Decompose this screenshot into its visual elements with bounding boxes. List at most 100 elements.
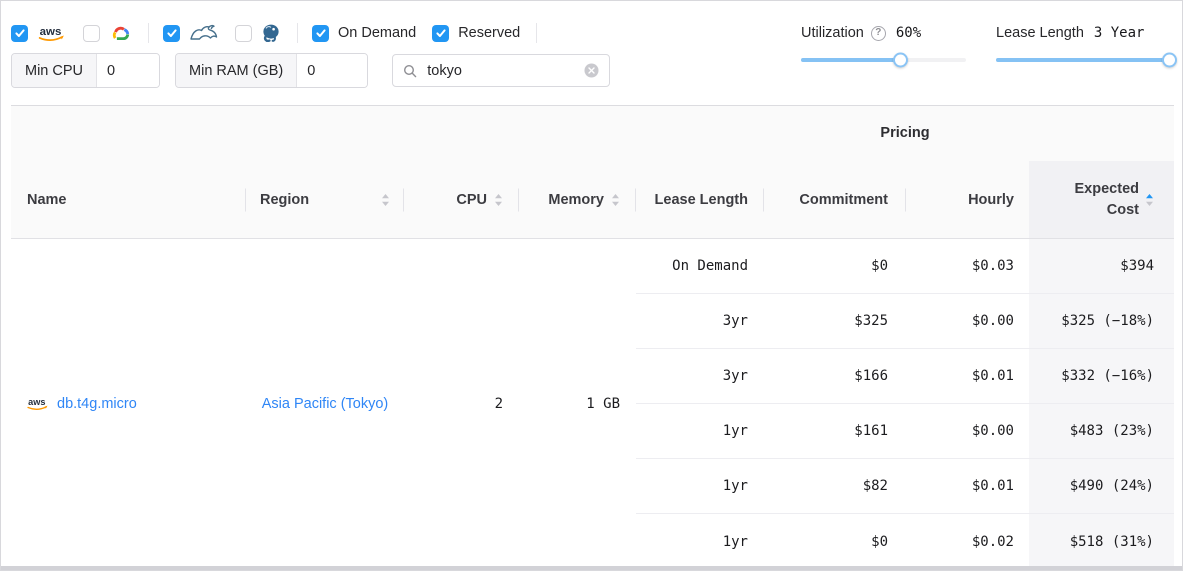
column-header-row: Name Region CPU Memory	[11, 161, 1174, 238]
filter-checkbox-row: aws	[11, 23, 551, 43]
pricing-row: 1yr $161 $0.00 $483 (23%)	[636, 404, 1174, 459]
expected-cost-value: $483 (23%)	[1029, 404, 1174, 458]
pricing-row: 1yr $0 $0.02 $518 (31%)	[636, 514, 1174, 569]
aws-checkbox[interactable]	[11, 24, 28, 42]
filter-reserved[interactable]: Reserved	[432, 24, 521, 42]
instance-name-cell: aws db.t4g.micro	[11, 396, 246, 412]
min-cpu-input[interactable]	[97, 54, 160, 87]
lease-length-value: On Demand	[672, 258, 748, 274]
aws-logo-icon: aws	[37, 24, 67, 43]
utilization-slider[interactable]	[801, 52, 966, 68]
pricing-row: 1yr $82 $0.01 $490 (24%)	[636, 459, 1174, 514]
reserved-checkbox[interactable]	[432, 24, 450, 42]
commitment-value: $82	[862, 478, 888, 494]
hourly-value: $0.01	[971, 478, 1014, 494]
checkmark-icon	[436, 29, 446, 37]
gcp-logo-icon	[109, 24, 132, 43]
column-header-expected-cost[interactable]: Expected Cost	[1029, 161, 1174, 238]
min-cpu-label: Min CPU	[12, 54, 98, 87]
sort-icon[interactable]	[494, 193, 503, 207]
on-demand-checkbox[interactable]	[312, 24, 329, 42]
filter-on-demand[interactable]: On Demand	[312, 24, 417, 42]
column-header-hourly: Hourly	[968, 191, 1014, 208]
table-body: aws db.t4g.micro Asia Pacific (Tokyo) 2 …	[11, 239, 1174, 569]
instances-table: Pricing Name Region CPU	[11, 105, 1174, 569]
expected-cost-value: $332 (−16%)	[1029, 349, 1174, 403]
filter-divider	[297, 23, 298, 43]
slider-fill	[996, 52, 1177, 68]
column-header-lease-length: Lease Length	[636, 161, 764, 238]
pricing-group-header: Pricing	[880, 125, 930, 141]
postgresql-elephant-icon	[261, 23, 281, 43]
slider-thumb[interactable]	[893, 52, 908, 68]
bottom-scrollbar[interactable]	[1, 566, 1182, 570]
column-header-cpu[interactable]: CPU	[404, 161, 519, 238]
instance-region-link[interactable]: Asia Pacific (Tokyo)	[261, 396, 389, 412]
instance-region-cell: Asia Pacific (Tokyo)	[246, 395, 404, 413]
checkmark-icon	[166, 29, 177, 37]
mysql-checkbox[interactable]	[163, 24, 180, 42]
column-header-region[interactable]: Region	[246, 161, 404, 238]
expected-cost-value: $325 (−18%)	[1029, 294, 1174, 348]
lease-length-label: Lease Length	[996, 25, 1084, 41]
search-icon	[404, 64, 417, 77]
filter-engine-postgresql[interactable]	[235, 23, 281, 43]
lease-length-value: 1yr	[722, 533, 748, 550]
lease-length-value: 3 Year	[1093, 25, 1145, 41]
min-ram-label: Min RAM (GB)	[176, 54, 298, 87]
min-ram-input[interactable]	[297, 54, 368, 87]
checkmark-icon	[14, 29, 25, 37]
filter-provider-aws[interactable]: aws	[11, 24, 67, 43]
lease-length-value: 3yr	[722, 368, 748, 384]
gcp-checkbox[interactable]	[83, 24, 100, 42]
filter-bar: aws	[1, 1, 1182, 105]
instance-name-link[interactable]: db.t4g.micro	[57, 396, 137, 412]
lease-length-value: 1yr	[722, 423, 748, 439]
lease-length-value: 1yr	[722, 478, 748, 494]
reserved-label: Reserved	[458, 25, 521, 41]
svg-text:aws: aws	[40, 25, 62, 37]
column-header-commitment: Commitment	[764, 161, 906, 238]
commitment-value: $161	[854, 423, 888, 439]
help-icon[interactable]: ?	[870, 25, 886, 41]
checkmark-icon	[315, 29, 326, 37]
min-cpu-filter: Min CPU	[11, 53, 161, 88]
expected-cost-value: $518 (31%)	[1029, 514, 1174, 569]
lease-length-slider-group: Lease Length 3 Year	[996, 23, 1177, 68]
hourly-value: $0.00	[971, 313, 1014, 329]
svg-text:aws: aws	[28, 397, 45, 407]
utilization-slider-group: Utilization ? 60%	[801, 23, 966, 68]
postgresql-checkbox[interactable]	[235, 24, 252, 42]
pricing-row: 3yr $166 $0.01 $332 (−16%)	[636, 349, 1174, 404]
search-input[interactable]	[425, 61, 577, 80]
min-ram-filter: Min RAM (GB)	[175, 53, 369, 88]
pricing-rows: On Demand $0 $0.03 $394 3yr $325 $0.00 $…	[636, 239, 1174, 569]
lease-length-slider[interactable]	[996, 52, 1177, 68]
utilization-value: 60%	[895, 25, 922, 41]
clear-search-icon[interactable]	[584, 63, 599, 78]
expected-cost-value: $394	[1029, 239, 1174, 293]
slider-thumb[interactable]	[1162, 52, 1177, 68]
filter-engine-mysql[interactable]	[163, 24, 219, 42]
sort-icon[interactable]	[611, 193, 620, 207]
sort-icon-ascending-active[interactable]	[1145, 193, 1154, 207]
hourly-value: $0.01	[971, 368, 1014, 384]
utilization-label: Utilization	[801, 25, 864, 41]
commitment-value: $166	[854, 368, 888, 384]
hourly-value: $0.00	[971, 423, 1014, 439]
on-demand-label: On Demand	[338, 25, 417, 41]
lease-length-value: 3yr	[722, 313, 748, 329]
mysql-dolphin-icon	[189, 24, 219, 42]
filter-divider	[148, 23, 149, 43]
pricing-group-row: Pricing	[11, 106, 1174, 161]
slider-fill	[801, 52, 908, 68]
filter-input-row: Min CPU Min RAM (GB)	[11, 53, 611, 88]
column-header-memory[interactable]: Memory	[519, 161, 636, 238]
pricing-row: On Demand $0 $0.03 $394	[636, 239, 1174, 294]
commitment-value: $0	[871, 533, 888, 550]
pricing-row: 3yr $325 $0.00 $325 (−18%)	[636, 294, 1174, 349]
sort-icon[interactable]	[381, 193, 390, 207]
filter-provider-gcp[interactable]	[83, 24, 132, 43]
commitment-value: $325	[854, 313, 888, 329]
